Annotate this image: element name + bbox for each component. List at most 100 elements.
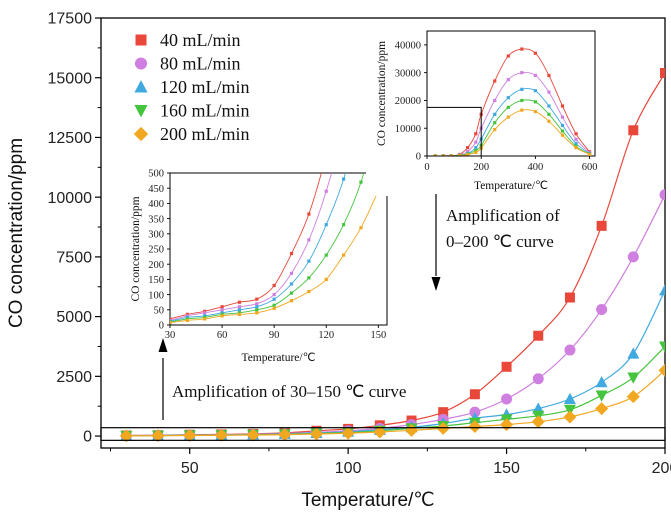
inset-full-point-200-ml-min bbox=[433, 154, 437, 156]
inset-low-point-200-ml-min bbox=[307, 289, 311, 294]
main-point-120-ml-min bbox=[563, 392, 576, 405]
main-zoom-box bbox=[100, 427, 666, 441]
main-point-80-ml-min bbox=[627, 251, 639, 263]
main-point-200-ml-min bbox=[373, 425, 387, 439]
inset-low-point-160-ml-min bbox=[359, 180, 363, 184]
inset-low-point-120-ml-min bbox=[255, 305, 259, 309]
inset-full-point-120-ml-min bbox=[506, 96, 510, 100]
main-x-tick-label: 200 bbox=[652, 460, 671, 477]
inset-full-point-160-ml-min bbox=[560, 129, 565, 133]
main-point-80-ml-min bbox=[532, 373, 544, 385]
inset-low-point-200-ml-min bbox=[203, 317, 207, 321]
inset-full-y-tick-label: 40000 bbox=[395, 41, 421, 52]
inset-full-point-160-ml-min bbox=[547, 112, 551, 116]
inset-full-point-80-ml-min bbox=[547, 90, 551, 94]
main-point-40-ml-min bbox=[533, 330, 544, 341]
main-y-axis-label: CO concentration/ppm bbox=[6, 138, 27, 328]
inset-low-point-200-ml-min bbox=[359, 226, 363, 230]
inset-full-point-200-ml-min bbox=[493, 128, 497, 132]
inset-low-point-120-ml-min bbox=[272, 297, 276, 301]
main-point-200-ml-min bbox=[626, 390, 640, 404]
inset-full-point-80-ml-min bbox=[560, 115, 565, 119]
main-y-tick-label: 5000 bbox=[56, 309, 92, 326]
main-point-40-ml-min bbox=[469, 389, 480, 400]
main-point-40-ml-min bbox=[660, 67, 665, 78]
inset-low-y-tick-label: 350 bbox=[148, 214, 164, 225]
inset-full-point-200-ml-min bbox=[520, 108, 524, 112]
inset-low-point-40-ml-min bbox=[272, 283, 276, 288]
legend: 40 mL/min 80 mL/min 120 mL/min 160 mL/min 20… bbox=[133, 30, 250, 144]
inset-full-point-200-ml-min bbox=[560, 133, 565, 137]
main-point-40-ml-min bbox=[596, 220, 607, 231]
main-point-160-ml-min bbox=[563, 404, 576, 417]
inset-full-point-40-ml-min bbox=[493, 79, 497, 83]
inset-low-point-120-ml-min bbox=[342, 177, 346, 181]
inset-low-point-160-ml-min bbox=[289, 291, 294, 295]
main-point-40-ml-min bbox=[628, 125, 639, 136]
inset-low-point-80-ml-min bbox=[203, 311, 207, 315]
inset-low-point-40-ml-min bbox=[255, 297, 259, 301]
inset-full-y-tick-label: 0 bbox=[416, 152, 421, 163]
inset-low-x-tick-label: 150 bbox=[370, 330, 386, 341]
main-chart: 5010015020002500500075001000012500150001… bbox=[6, 11, 671, 511]
main-point-200-ml-min bbox=[151, 429, 165, 443]
main-point-200-ml-min bbox=[278, 428, 292, 442]
annotation-amp-low: Amplification of 30–150 ℃ curve bbox=[172, 382, 406, 401]
main-point-200-ml-min bbox=[119, 429, 133, 443]
inset-full-point-40-ml-min bbox=[466, 146, 470, 150]
inset-low-x-tick-label: 30 bbox=[165, 330, 176, 341]
main-y-tick-label: 17500 bbox=[48, 11, 93, 28]
inset-low-y-tick-label: 500 bbox=[148, 169, 164, 180]
inset-full-point-200-ml-min bbox=[547, 119, 551, 123]
main-point-80-ml-min bbox=[501, 393, 513, 405]
inset-full-point-40-ml-min bbox=[547, 73, 551, 78]
inset-low-y-tick-label: 50 bbox=[154, 305, 165, 316]
inset-full-point-200-ml-min bbox=[441, 154, 445, 156]
main-point-120-ml-min bbox=[595, 376, 608, 388]
inset-low-point-120-ml-min bbox=[307, 259, 311, 263]
main-point-40-ml-min bbox=[564, 292, 575, 303]
main-point-200-ml-min bbox=[309, 427, 323, 441]
inset-full-point-80-ml-min bbox=[520, 71, 524, 75]
inset-low-point-200-ml-min bbox=[220, 314, 224, 318]
inset-low-point-160-ml-min bbox=[255, 308, 259, 312]
inset-full-point-120-ml-min bbox=[493, 112, 497, 116]
main-point-200-ml-min bbox=[214, 428, 228, 442]
inset-low-point-160-ml-min bbox=[324, 253, 328, 257]
inset-full-point-40-ml-min bbox=[533, 51, 537, 55]
inset-full-point-120-ml-min bbox=[560, 123, 565, 128]
inset-low-point-160-ml-min bbox=[342, 223, 346, 227]
inset-full-y-tick-label: 20000 bbox=[395, 96, 421, 107]
inset-full-plot-frame bbox=[426, 30, 596, 157]
inset-low-point-80-ml-min bbox=[324, 189, 328, 193]
arrow-head-low bbox=[158, 338, 168, 352]
inset-full-point-200-ml-min bbox=[587, 152, 592, 156]
main-y-tick-label: 0 bbox=[83, 429, 92, 446]
main-point-80-ml-min bbox=[596, 303, 608, 315]
inset-low-point-80-ml-min bbox=[272, 293, 276, 297]
annotations: Amplification of 30–150 ℃ curve Amplific… bbox=[158, 194, 560, 420]
inset-full-point-160-ml-min bbox=[493, 121, 497, 125]
inset-low-point-80-ml-min bbox=[237, 305, 242, 309]
inset-full-x-tick-label: 0 bbox=[424, 162, 429, 173]
legend-marker-160-ml-min bbox=[134, 105, 148, 118]
main-point-200-ml-min bbox=[563, 410, 577, 424]
inset-full-point-120-ml-min bbox=[474, 146, 478, 150]
inset-full-point-80-ml-min bbox=[474, 140, 478, 144]
inset-low-y-tick-label: 0 bbox=[159, 321, 164, 332]
inset-low-y-tick-label: 200 bbox=[148, 260, 164, 271]
main-point-80-ml-min bbox=[659, 189, 665, 201]
inset-low-point-200-ml-min bbox=[324, 277, 328, 281]
main-y-tick-label: 7500 bbox=[56, 249, 92, 266]
inset-low-point-40-ml-min bbox=[307, 212, 311, 216]
inset-full-point-160-ml-min bbox=[533, 100, 537, 104]
inset-low-point-160-ml-min bbox=[272, 303, 276, 307]
inset-low-point-200-ml-min bbox=[185, 318, 189, 323]
main-point-40-ml-min bbox=[438, 407, 449, 418]
inset-full-point-40-ml-min bbox=[574, 132, 578, 136]
inset-low-point-40-ml-min bbox=[289, 251, 294, 256]
inset-low-series-layer bbox=[170, 173, 380, 325]
inset-low-y-tick-label: 150 bbox=[148, 275, 164, 286]
inset-full-point-80-ml-min bbox=[574, 137, 578, 141]
inset-low-plot-frame bbox=[169, 172, 388, 326]
